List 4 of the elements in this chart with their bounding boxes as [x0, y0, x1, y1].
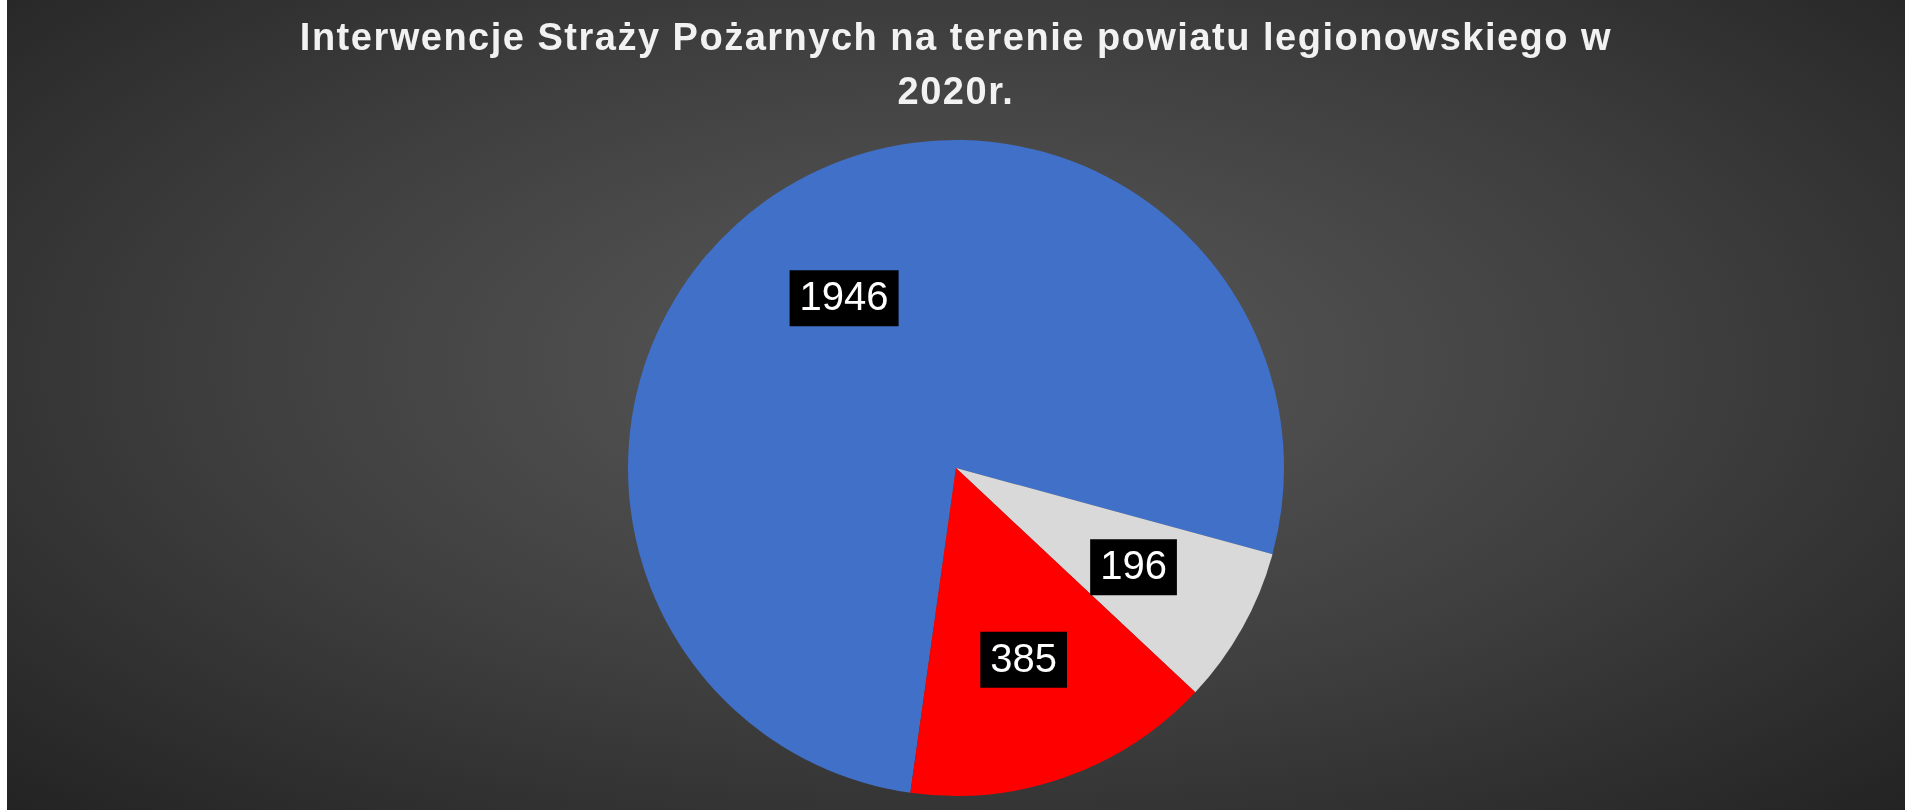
data-label: 1946	[799, 274, 889, 319]
data-label: 196	[1100, 543, 1167, 588]
data-label: 385	[990, 635, 1057, 680]
chart-title: Interwencje Straży Pożarnych na terenie powiatu legionowskiego w 2020r.	[298, 15, 1614, 114]
